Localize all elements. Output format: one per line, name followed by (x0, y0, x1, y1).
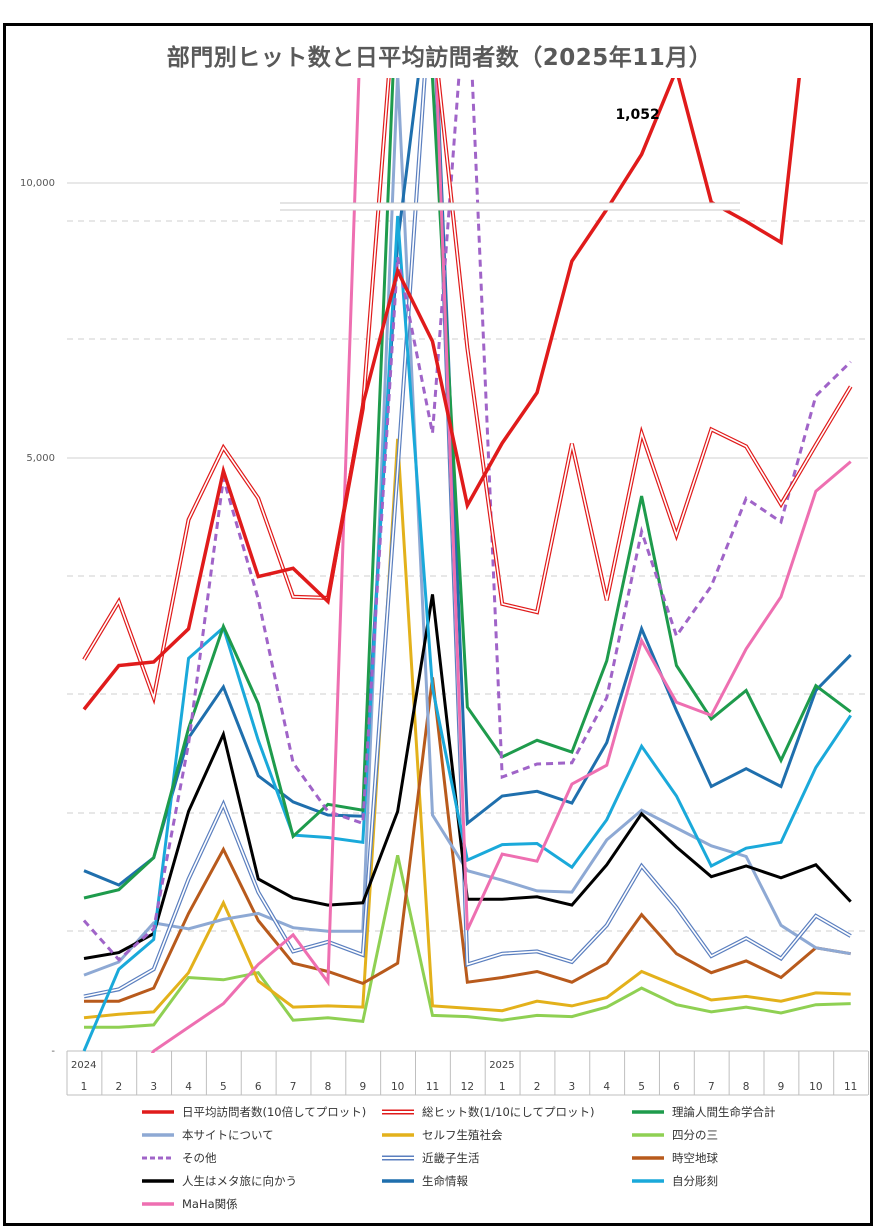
x-tick-label: 3 (150, 1081, 157, 1093)
x-tick-label: 12 (461, 1081, 474, 1093)
series-line-5 (84, 854, 851, 1029)
x-tick-label: 10 (391, 1081, 404, 1093)
legend-label: 総ヒット数(1/10にしてプロット) (422, 1105, 595, 1119)
x-tick-label: 4 (185, 1081, 192, 1093)
legend-label: 生命情報 (422, 1174, 468, 1188)
legend-label: 四分の三 (672, 1128, 718, 1142)
x-tick-label: 6 (673, 1081, 680, 1093)
series-line-7-inner (83, 78, 852, 998)
legend-label: MaHa関係 (182, 1197, 238, 1211)
series-line-2 (83, 78, 852, 900)
legend-item: 理論人間生命学合計 (630, 1102, 776, 1122)
legend-swatch (142, 1156, 174, 1160)
x-tick-label: 9 (778, 1081, 785, 1093)
legend-item: 自分彫刻 (630, 1171, 718, 1191)
legend-item: 四分の三 (630, 1125, 718, 1145)
legend-swatch (142, 1133, 174, 1137)
x-year-label: 2025 (489, 1060, 514, 1071)
x-year-label: 2024 (71, 1060, 96, 1071)
x-tick-label: 4 (603, 1081, 610, 1093)
legend-swatch (142, 1202, 174, 1206)
x-tick-label: 1 (81, 1081, 88, 1093)
x-tick-label: 6 (255, 1081, 262, 1093)
legend-item: 人生はメタ旅に向かう (140, 1171, 297, 1191)
legend-swatch (632, 1110, 664, 1114)
x-tick-label: 3 (569, 1081, 576, 1093)
legend-label: 日平均訪問者数(10倍してプロット) (182, 1105, 367, 1119)
series-line-8 (84, 677, 851, 1003)
legend-item: セルフ生殖社会 (380, 1125, 503, 1145)
legend-label: 本サイトについて (182, 1128, 274, 1142)
x-tick-label: 11 (844, 1081, 857, 1093)
legend-swatch (632, 1179, 664, 1183)
y-tick-label: 5,000 (26, 453, 55, 464)
chart-title: 部門別ヒット数と日平均訪問者数（2025年11月） (166, 45, 713, 71)
legend-swatch (632, 1133, 664, 1137)
x-tick-label: 7 (708, 1081, 715, 1093)
legend-swatch (632, 1156, 664, 1160)
legend-swatch (142, 1179, 174, 1183)
series-line-10 (83, 78, 852, 887)
series-group (82, 78, 853, 1053)
x-tick-label: 8 (325, 1081, 332, 1093)
legend-swatch (382, 1155, 414, 1161)
x-tick-label: 2 (534, 1081, 541, 1093)
y-tick-label: 10,000 (20, 178, 55, 189)
legend-item: 総ヒット数(1/10にしてプロット) (380, 1102, 594, 1122)
x-tick-label: 5 (220, 1081, 227, 1093)
legend-swatch (142, 1110, 174, 1114)
legend-swatch (382, 1133, 414, 1137)
legend-item: MaHa関係 (140, 1194, 238, 1214)
legend-item: 日平均訪問者数(10倍してプロット) (140, 1102, 366, 1122)
x-tick-label: 11 (426, 1081, 439, 1093)
legend-label: その他 (182, 1151, 217, 1165)
x-tick-label: 8 (743, 1081, 750, 1093)
legend-label: セルフ生殖社会 (422, 1128, 503, 1142)
legend-item: その他 (140, 1148, 217, 1168)
x-tick-label: 1 (499, 1081, 506, 1093)
series-line-12 (150, 78, 852, 1053)
data-label-peak: 1,052 (615, 107, 659, 123)
legend-label: 近畿子生活 (422, 1151, 480, 1165)
x-tick-label: 10 (809, 1081, 822, 1093)
series-line-11 (82, 215, 852, 1052)
series-line-1-inner (83, 78, 852, 701)
legend-item: 本サイトについて (140, 1125, 274, 1145)
legend-swatch (382, 1109, 414, 1115)
x-tick-label: 2 (116, 1081, 123, 1093)
series-line-6 (82, 78, 852, 962)
series-line-3 (83, 78, 851, 977)
legend-label: 時空地球 (672, 1151, 718, 1165)
x-tick-label: 7 (290, 1081, 297, 1093)
x-tick-label: 9 (359, 1081, 366, 1093)
legend-label: 人生はメタ旅に向かう (182, 1174, 297, 1188)
x-tick-label: 5 (638, 1081, 645, 1093)
legend-swatch (382, 1179, 414, 1183)
legend-item: 近畿子生活 (380, 1148, 480, 1168)
legend-label: 理論人間生命学合計 (672, 1105, 776, 1119)
y-tick-label: - (51, 1046, 55, 1057)
legend-label: 自分彫刻 (672, 1174, 718, 1188)
series-line-4 (83, 438, 851, 1020)
axis-break-band (280, 203, 740, 210)
legend-item: 時空地球 (630, 1148, 718, 1168)
legend-item: 生命情報 (380, 1171, 468, 1191)
